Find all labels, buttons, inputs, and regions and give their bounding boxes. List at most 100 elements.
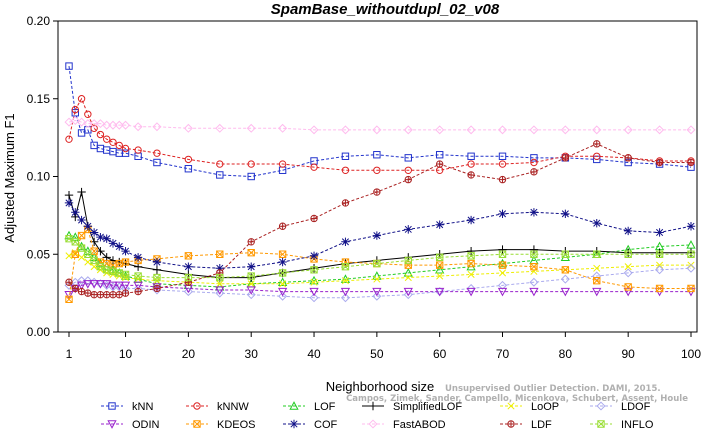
data-point: [289, 401, 299, 410]
data-point: [341, 262, 350, 271]
data-point: [592, 271, 602, 281]
data-point: [184, 155, 193, 164]
data-point: [76, 281, 87, 291]
data-point: [216, 273, 224, 282]
data-point: [184, 252, 193, 260]
data-point: [310, 266, 318, 274]
data-point: [77, 215, 86, 225]
legend-label: LoOP: [531, 401, 559, 413]
series-layer: [64, 62, 696, 304]
data-point: [497, 287, 508, 297]
data-point: [372, 231, 382, 240]
data-point: [134, 288, 142, 295]
data-point: [530, 262, 538, 271]
data-point: [109, 291, 117, 298]
data-point: [593, 264, 601, 272]
series-line: [68, 120, 691, 131]
data-point: [655, 125, 665, 135]
x-tick-label: 50: [370, 347, 384, 361]
data-point: [65, 295, 73, 304]
data-point: [466, 125, 476, 135]
x-tick-label: 90: [621, 347, 635, 361]
legend-label: SimplifiedLOF: [393, 401, 462, 413]
data-point: [84, 289, 92, 297]
data-point: [289, 419, 299, 429]
data-point: [624, 283, 632, 291]
data-point: [216, 269, 223, 277]
data-point: [121, 120, 131, 130]
data-point: [90, 291, 98, 298]
data-point: [152, 122, 162, 132]
data-point: [84, 110, 92, 119]
legend: kNN kNNW LOF SimplifiedLOF LoOP LDOF ODIN KDEOS…: [101, 401, 654, 431]
data-point: [405, 176, 412, 183]
data-point: [340, 125, 350, 135]
data-point: [404, 256, 412, 265]
legend-label: LDF: [531, 419, 552, 431]
data-point: [120, 281, 131, 291]
data-point: [183, 123, 193, 133]
data-point: [89, 280, 99, 289]
data-point: [467, 152, 475, 160]
data-point: [498, 280, 508, 290]
data-point: [279, 223, 286, 230]
data-point: [467, 252, 475, 260]
data-point: [77, 231, 86, 240]
data-point: [65, 279, 73, 286]
data-point: [65, 135, 73, 143]
data-point: [108, 239, 118, 248]
data-point: [65, 62, 73, 70]
data-point: [560, 125, 570, 135]
x-tick-label: 80: [559, 347, 573, 361]
data-point: [83, 276, 93, 286]
data-point: [71, 238, 79, 246]
x-axis-label: Neighborhood size: [326, 379, 434, 394]
data-point: [279, 280, 287, 288]
data-point: [310, 215, 318, 222]
data-point: [404, 225, 413, 234]
data-point: [121, 246, 130, 256]
data-point: [340, 287, 351, 297]
data-point: [435, 261, 444, 269]
data-point: [624, 250, 632, 258]
legend-item-simplifiedlof: SimplifiedLOF: [362, 401, 462, 413]
legend-item-ldf: LDF: [500, 419, 552, 431]
data-point: [340, 293, 350, 303]
data-point: [466, 246, 476, 256]
data-point: [216, 160, 224, 168]
watermark-line-2: Campos, Zimek, Sander, Campello, Micenko…: [346, 394, 688, 404]
data-point: [341, 237, 350, 247]
data-point: [77, 129, 86, 137]
x-tick-label: 10: [119, 347, 133, 361]
data-point: [108, 120, 118, 130]
data-point: [368, 401, 378, 411]
data-point: [185, 279, 192, 286]
data-point: [78, 253, 86, 261]
data-point: [686, 125, 696, 135]
data-point: [83, 222, 93, 231]
data-point: [95, 119, 105, 129]
data-point: [467, 270, 475, 279]
data-point: [121, 149, 130, 157]
series-knn: [65, 62, 695, 181]
legend-item-odin: ODIN: [101, 419, 160, 431]
data-point: [655, 250, 664, 258]
data-point: [623, 268, 633, 278]
data-point: [90, 124, 98, 132]
data-point: [561, 250, 570, 258]
legend-label: kNN: [132, 401, 153, 413]
data-point: [624, 263, 632, 271]
data-point: [152, 265, 162, 274]
legend-label: LOF: [314, 401, 336, 413]
y-tick-label: 0.20: [27, 14, 51, 28]
data-point: [593, 152, 601, 160]
data-point: [133, 281, 143, 291]
legend-item-loop: LoOP: [500, 401, 559, 413]
data-point: [277, 287, 288, 297]
data-point: [310, 278, 318, 286]
data-point: [498, 160, 507, 168]
data-point: [64, 190, 74, 200]
data-point: [116, 291, 123, 298]
data-point: [435, 220, 444, 229]
data-point: [435, 253, 444, 262]
